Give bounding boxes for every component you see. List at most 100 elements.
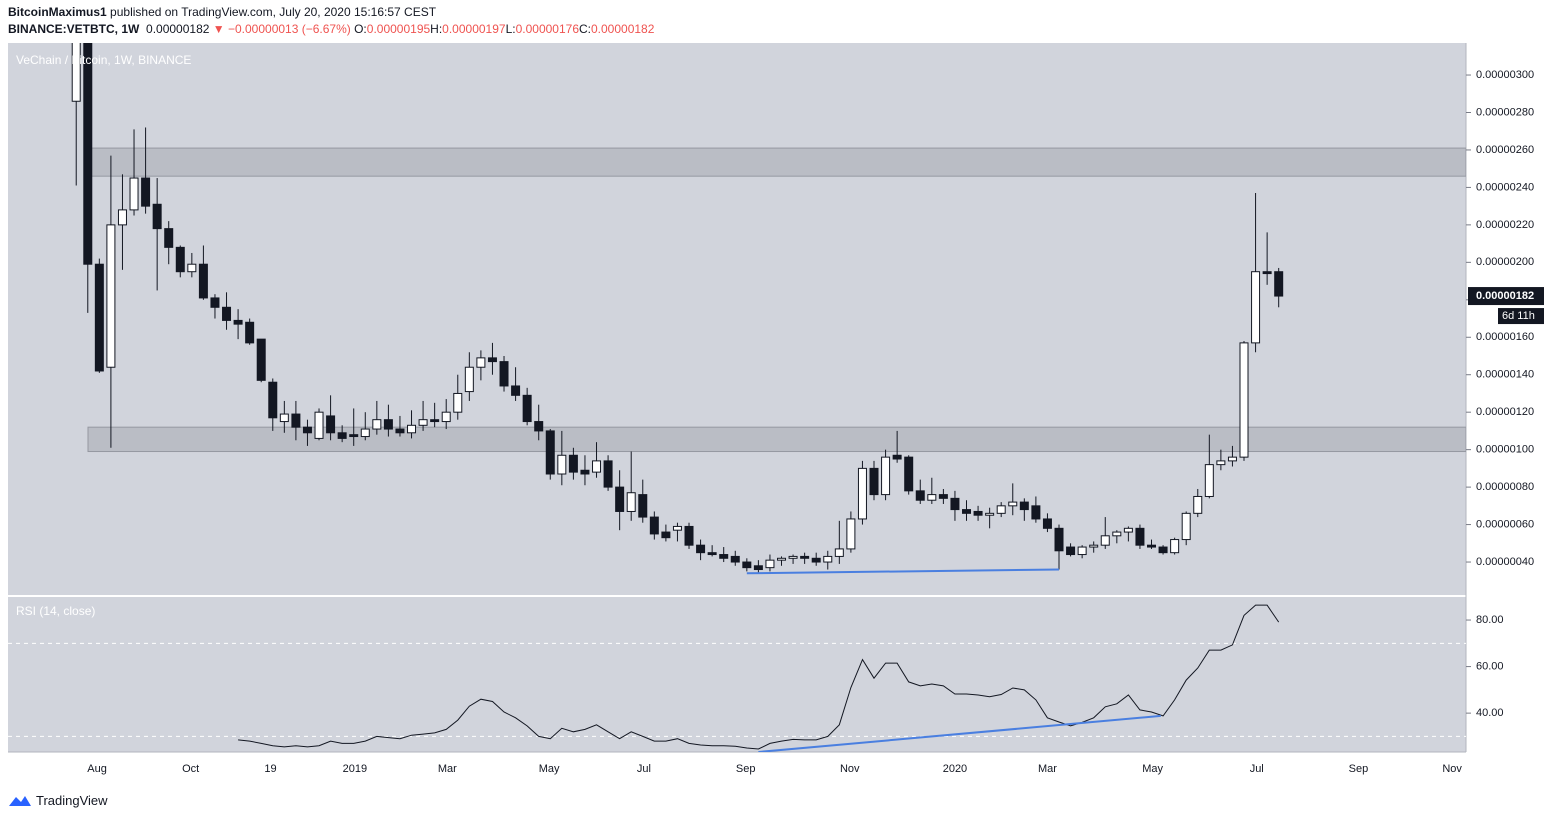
candle-body <box>233 319 243 325</box>
header: BitcoinMaximus1 published on TradingView… <box>8 4 654 38</box>
candle-body <box>696 544 706 554</box>
candle-body <box>753 565 763 571</box>
candle-body <box>742 561 752 569</box>
y-tick-label: 0.00000240 <box>1476 181 1534 193</box>
candle-body <box>453 392 463 413</box>
candle-body <box>1019 501 1029 511</box>
ohlc-key: C: <box>579 22 591 36</box>
candle-body <box>534 421 544 432</box>
candle-body <box>395 428 405 434</box>
ohlc-key: L: <box>505 22 516 36</box>
trendline <box>746 568 1060 575</box>
candle-body <box>360 428 370 438</box>
candle-body <box>187 263 197 273</box>
candle-body <box>106 224 116 368</box>
candle-body <box>1100 535 1110 546</box>
candle-body <box>1251 271 1261 344</box>
candle-body <box>973 510 983 516</box>
y-tick-label: 0.00000160 <box>1476 331 1534 343</box>
candle-body <box>915 490 925 501</box>
candle-body <box>1054 527 1064 552</box>
candle-body <box>730 555 740 563</box>
candle-body <box>881 456 891 496</box>
candle-body <box>256 338 266 381</box>
candle-body <box>1089 544 1099 548</box>
y-tick-label: 0.00000100 <box>1476 444 1534 456</box>
candle-body <box>349 434 359 438</box>
candle-body <box>777 557 787 561</box>
candle-body <box>314 411 324 439</box>
candle-body <box>1135 527 1145 546</box>
candle-body <box>464 366 474 393</box>
candle-body <box>1227 456 1237 462</box>
y-tick-label: 0.00000300 <box>1476 69 1534 81</box>
y-tick-label: 0.00000200 <box>1476 256 1534 268</box>
y-tick-label: 0.00000060 <box>1476 518 1534 530</box>
candle-body <box>1239 342 1249 458</box>
candle-body <box>1204 464 1214 497</box>
x-tick-label: 2020 <box>943 763 967 775</box>
candle-body <box>811 557 821 563</box>
candle-body <box>441 411 451 423</box>
candle-body <box>94 263 104 372</box>
candle-body <box>950 497 960 511</box>
candle-body <box>117 209 127 226</box>
ohlc-key: H: <box>430 22 443 36</box>
candle-body <box>1077 546 1087 556</box>
y-tick-label: 0.00000220 <box>1476 219 1534 231</box>
candle-body <box>407 424 417 434</box>
x-tick-label: Oct <box>182 763 199 775</box>
candle-body <box>337 432 347 439</box>
y-tick-label: 80.00 <box>1476 614 1504 626</box>
candle-body <box>892 454 902 460</box>
candle-body <box>499 361 509 387</box>
countdown-box <box>1498 308 1544 325</box>
last-price-label: 0.00000182 <box>1476 290 1534 302</box>
rsi-line <box>238 604 1280 750</box>
zone <box>87 147 1466 177</box>
footer: TradingView <box>8 792 108 808</box>
candle-body <box>857 467 867 520</box>
candle-body <box>707 552 717 556</box>
ohlc-value: 0.00000195 <box>366 22 431 36</box>
candle-body <box>684 525 694 546</box>
chart-title: VeChain / Bitcoin, 1W, BINANCE <box>16 53 191 67</box>
candle-body <box>1158 546 1168 554</box>
x-tick-label: Sep <box>736 763 756 775</box>
chart: Aug Oct 19 2019 Mar May Jul Sep Nov 2020 Mar May Jul… <box>8 43 1546 775</box>
ohlc-key: O: <box>354 22 367 36</box>
trendline <box>758 714 1161 752</box>
candle-body <box>418 419 428 426</box>
ohlc-value: 0.00000197 <box>442 22 506 36</box>
candle-body <box>603 460 613 488</box>
x-tick-label: Jul <box>637 763 651 775</box>
candle-body <box>719 554 729 559</box>
y-tick-label: 0.00000260 <box>1476 144 1534 156</box>
candle-body <box>302 426 312 434</box>
candle-body <box>1170 539 1180 554</box>
y-tick-label: 0.00000140 <box>1476 369 1534 381</box>
logo <box>9 796 31 806</box>
candle-body <box>279 413 289 423</box>
x-tick-label: Jul <box>1250 763 1264 775</box>
candle-body <box>672 525 682 531</box>
candle-body <box>985 512 995 516</box>
x-tick-label: May <box>1142 763 1163 775</box>
x-tick-label: Mar <box>1038 763 1057 775</box>
candle-body <box>487 357 497 363</box>
candle-body <box>615 486 625 512</box>
candle-body <box>1193 495 1203 514</box>
candle-body <box>834 548 844 557</box>
candle-body <box>476 357 486 368</box>
y-tick-label: 0.00000040 <box>1476 556 1534 568</box>
candle-body <box>765 559 775 569</box>
candle-body <box>1031 505 1041 520</box>
rsi-pane <box>8 597 1466 752</box>
candle-body <box>938 494 948 499</box>
candle-body <box>904 456 914 492</box>
candle-body <box>800 555 810 559</box>
ohlc-value: 0.00000182 <box>591 22 655 36</box>
candle-body <box>545 430 555 475</box>
candle-body <box>268 381 278 419</box>
